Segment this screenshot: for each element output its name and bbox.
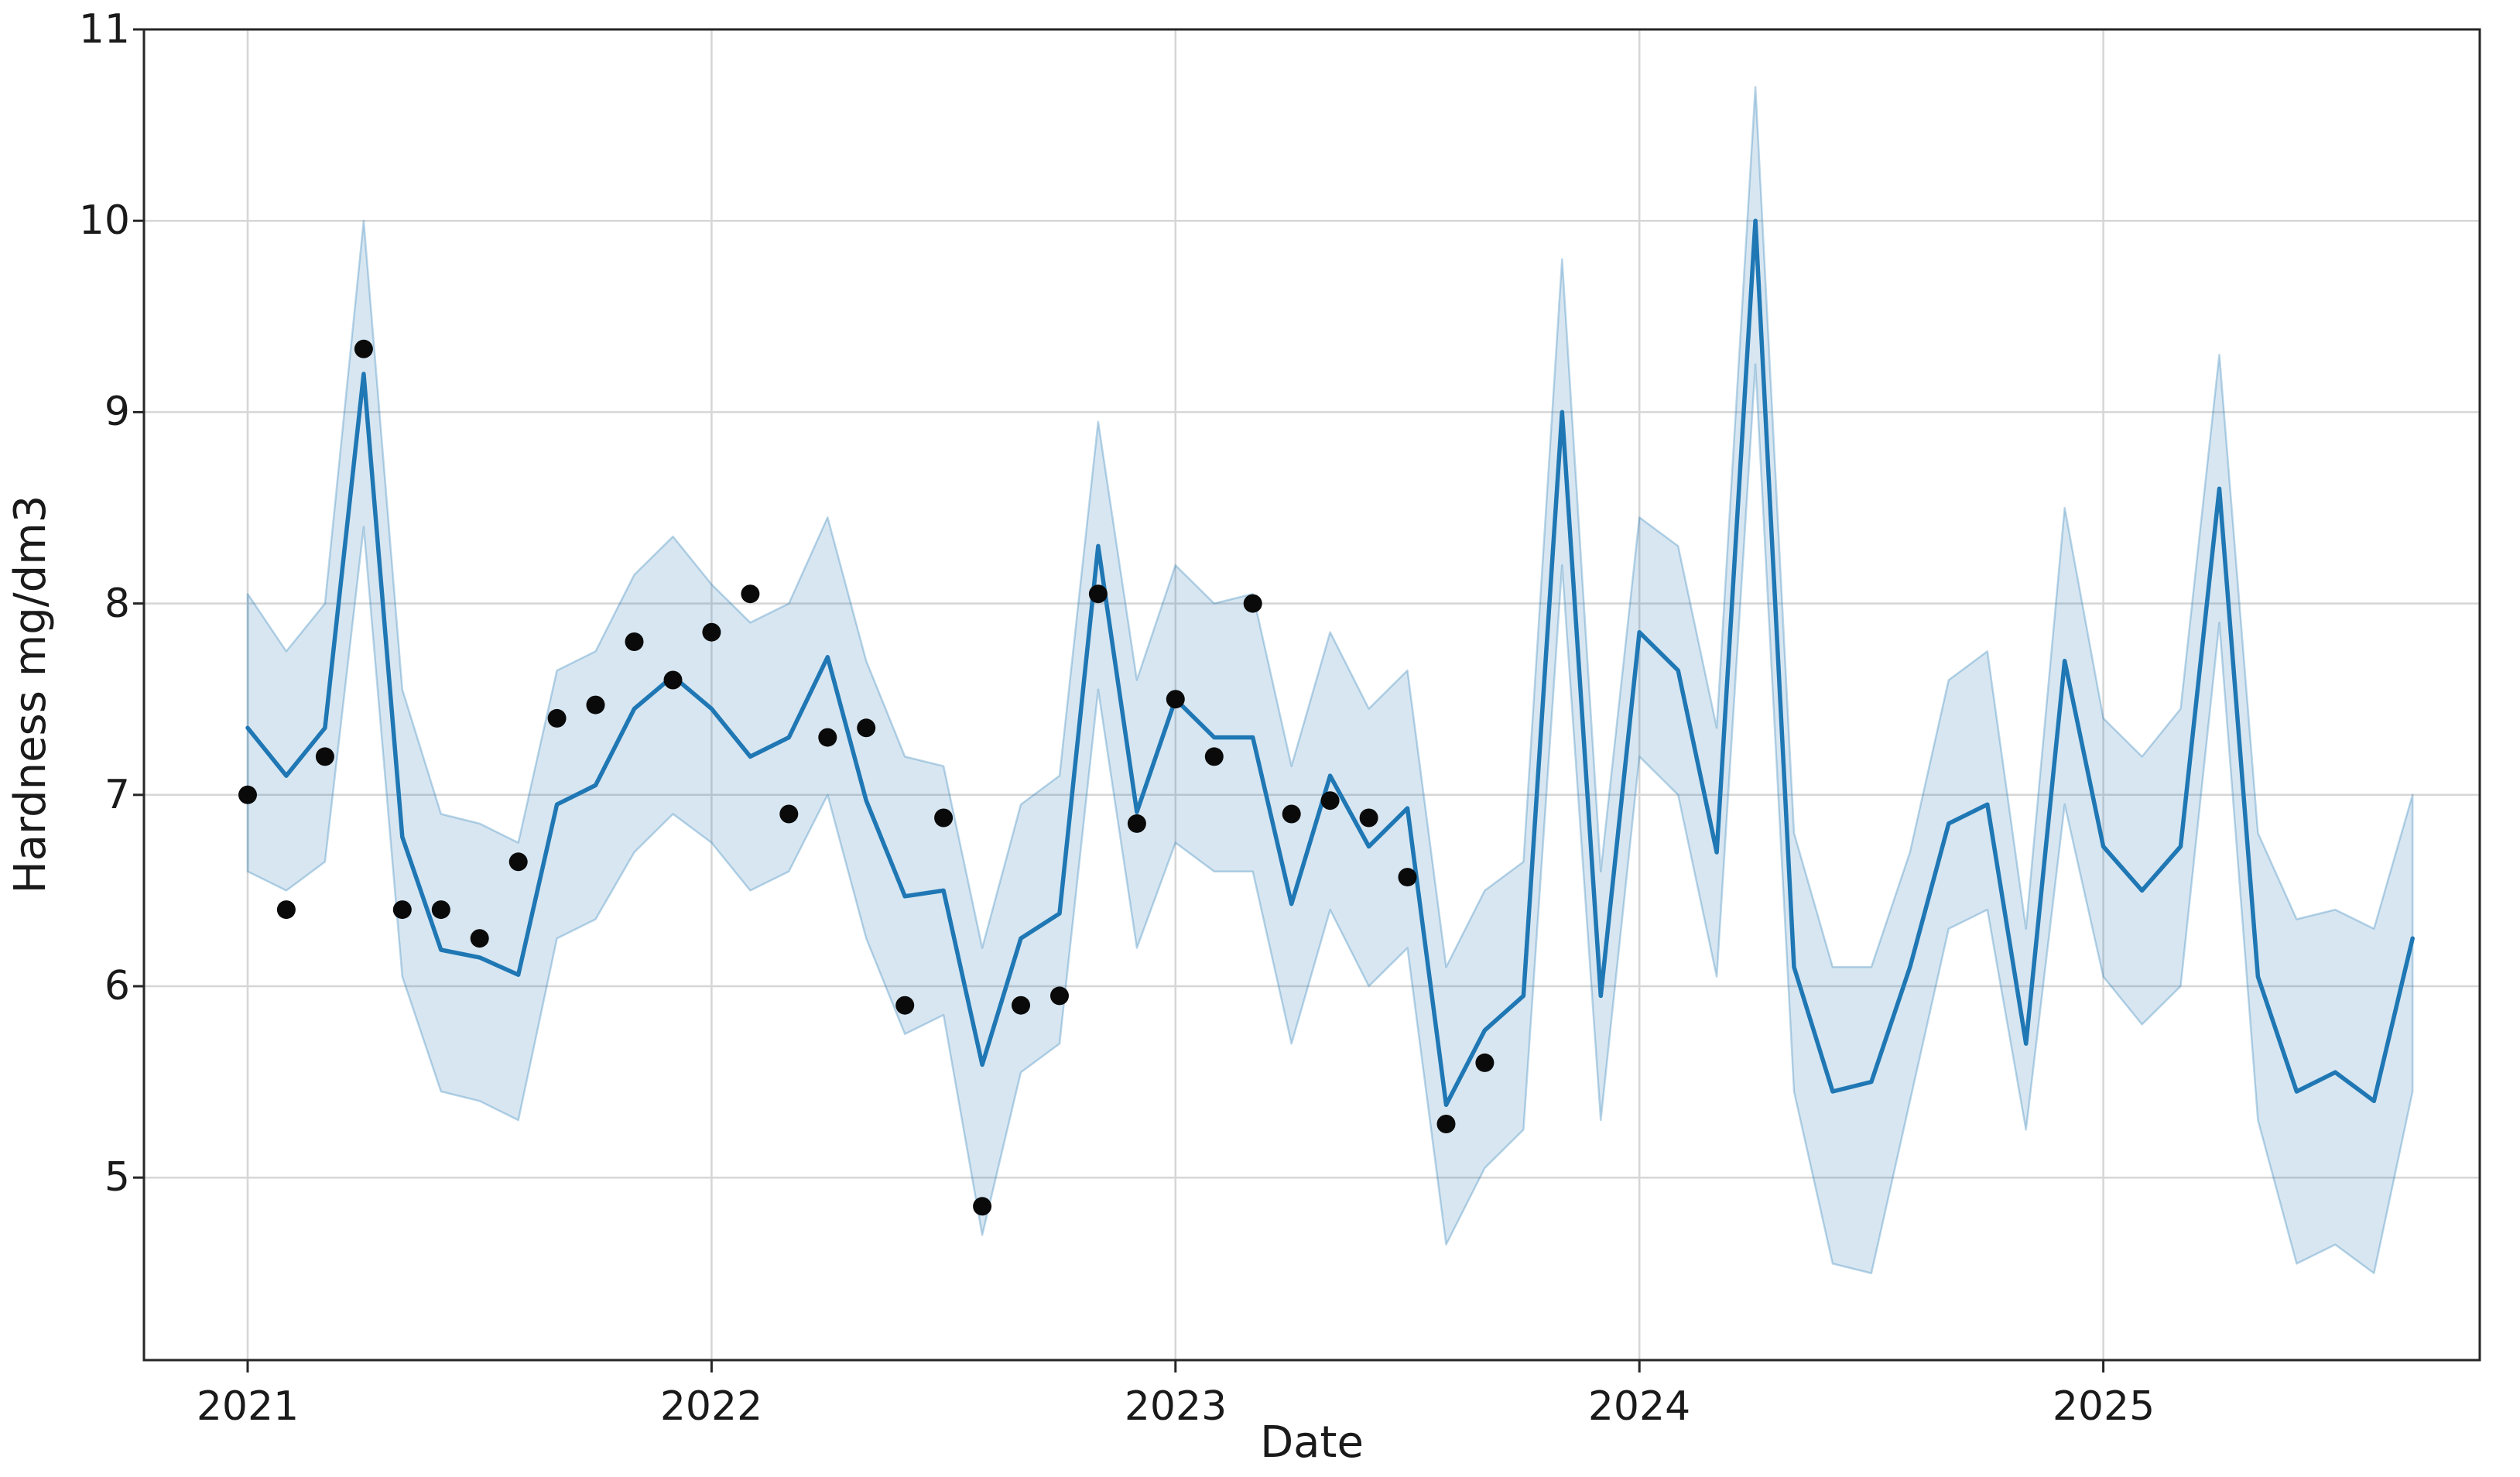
observed-point [431, 900, 450, 920]
y-tick-label-7: 7 [104, 772, 130, 818]
observed-point [895, 996, 915, 1015]
observed-point [702, 622, 721, 642]
observed-point [1166, 690, 1185, 709]
observed-point [1012, 996, 1030, 1015]
observed-point [625, 632, 644, 651]
observed-point [354, 339, 373, 358]
observed-point [1243, 594, 1262, 613]
observed-point [1050, 986, 1069, 1006]
observed-point [1204, 747, 1224, 766]
observed-point [934, 808, 954, 828]
y-tick-label-9: 9 [104, 389, 130, 435]
observed-point [1320, 791, 1340, 810]
x-tick-label-2023: 2023 [1124, 1383, 1227, 1430]
observed-point [276, 900, 296, 920]
observed-point [470, 929, 489, 948]
observed-point [818, 728, 837, 747]
observed-point [1436, 1115, 1456, 1133]
y-axis-title: Hardness mg/dm3 [5, 495, 56, 894]
y-tick-label-11: 11 [78, 6, 130, 53]
observed-point [1127, 814, 1146, 833]
observed-point [1282, 804, 1301, 824]
x-tick-label-2022: 2022 [659, 1383, 763, 1430]
observed-point [586, 695, 605, 715]
y-tick-label-10: 10 [78, 197, 130, 244]
observed-point [1398, 868, 1417, 887]
y-tick-label-6: 6 [104, 963, 130, 1009]
observed-point [1359, 808, 1378, 828]
confidence-band [246, 85, 2414, 1275]
x-tick-label-2024: 2024 [1587, 1383, 1691, 1430]
y-tick-label-5: 5 [104, 1154, 130, 1201]
observed-point [547, 708, 567, 728]
plot-border [142, 28, 2481, 1362]
observed-point [1088, 584, 1108, 604]
observed-point [741, 584, 760, 604]
x-axis-title: Date [1260, 1417, 1364, 1468]
observed-point [315, 747, 334, 766]
observed-point [392, 900, 412, 920]
observed-point [663, 670, 683, 690]
forecast-line [245, 218, 2415, 1108]
observed-point [508, 852, 528, 872]
x-tick-label-2025: 2025 [2052, 1383, 2155, 1430]
observed-point [1475, 1053, 1495, 1072]
x-tick-label-2021: 2021 [196, 1383, 300, 1430]
observed-point [857, 718, 876, 738]
observed-point [973, 1197, 992, 1216]
y-tick-label-8: 8 [104, 581, 130, 627]
observed-point [779, 804, 799, 824]
observed-point [238, 785, 257, 804]
